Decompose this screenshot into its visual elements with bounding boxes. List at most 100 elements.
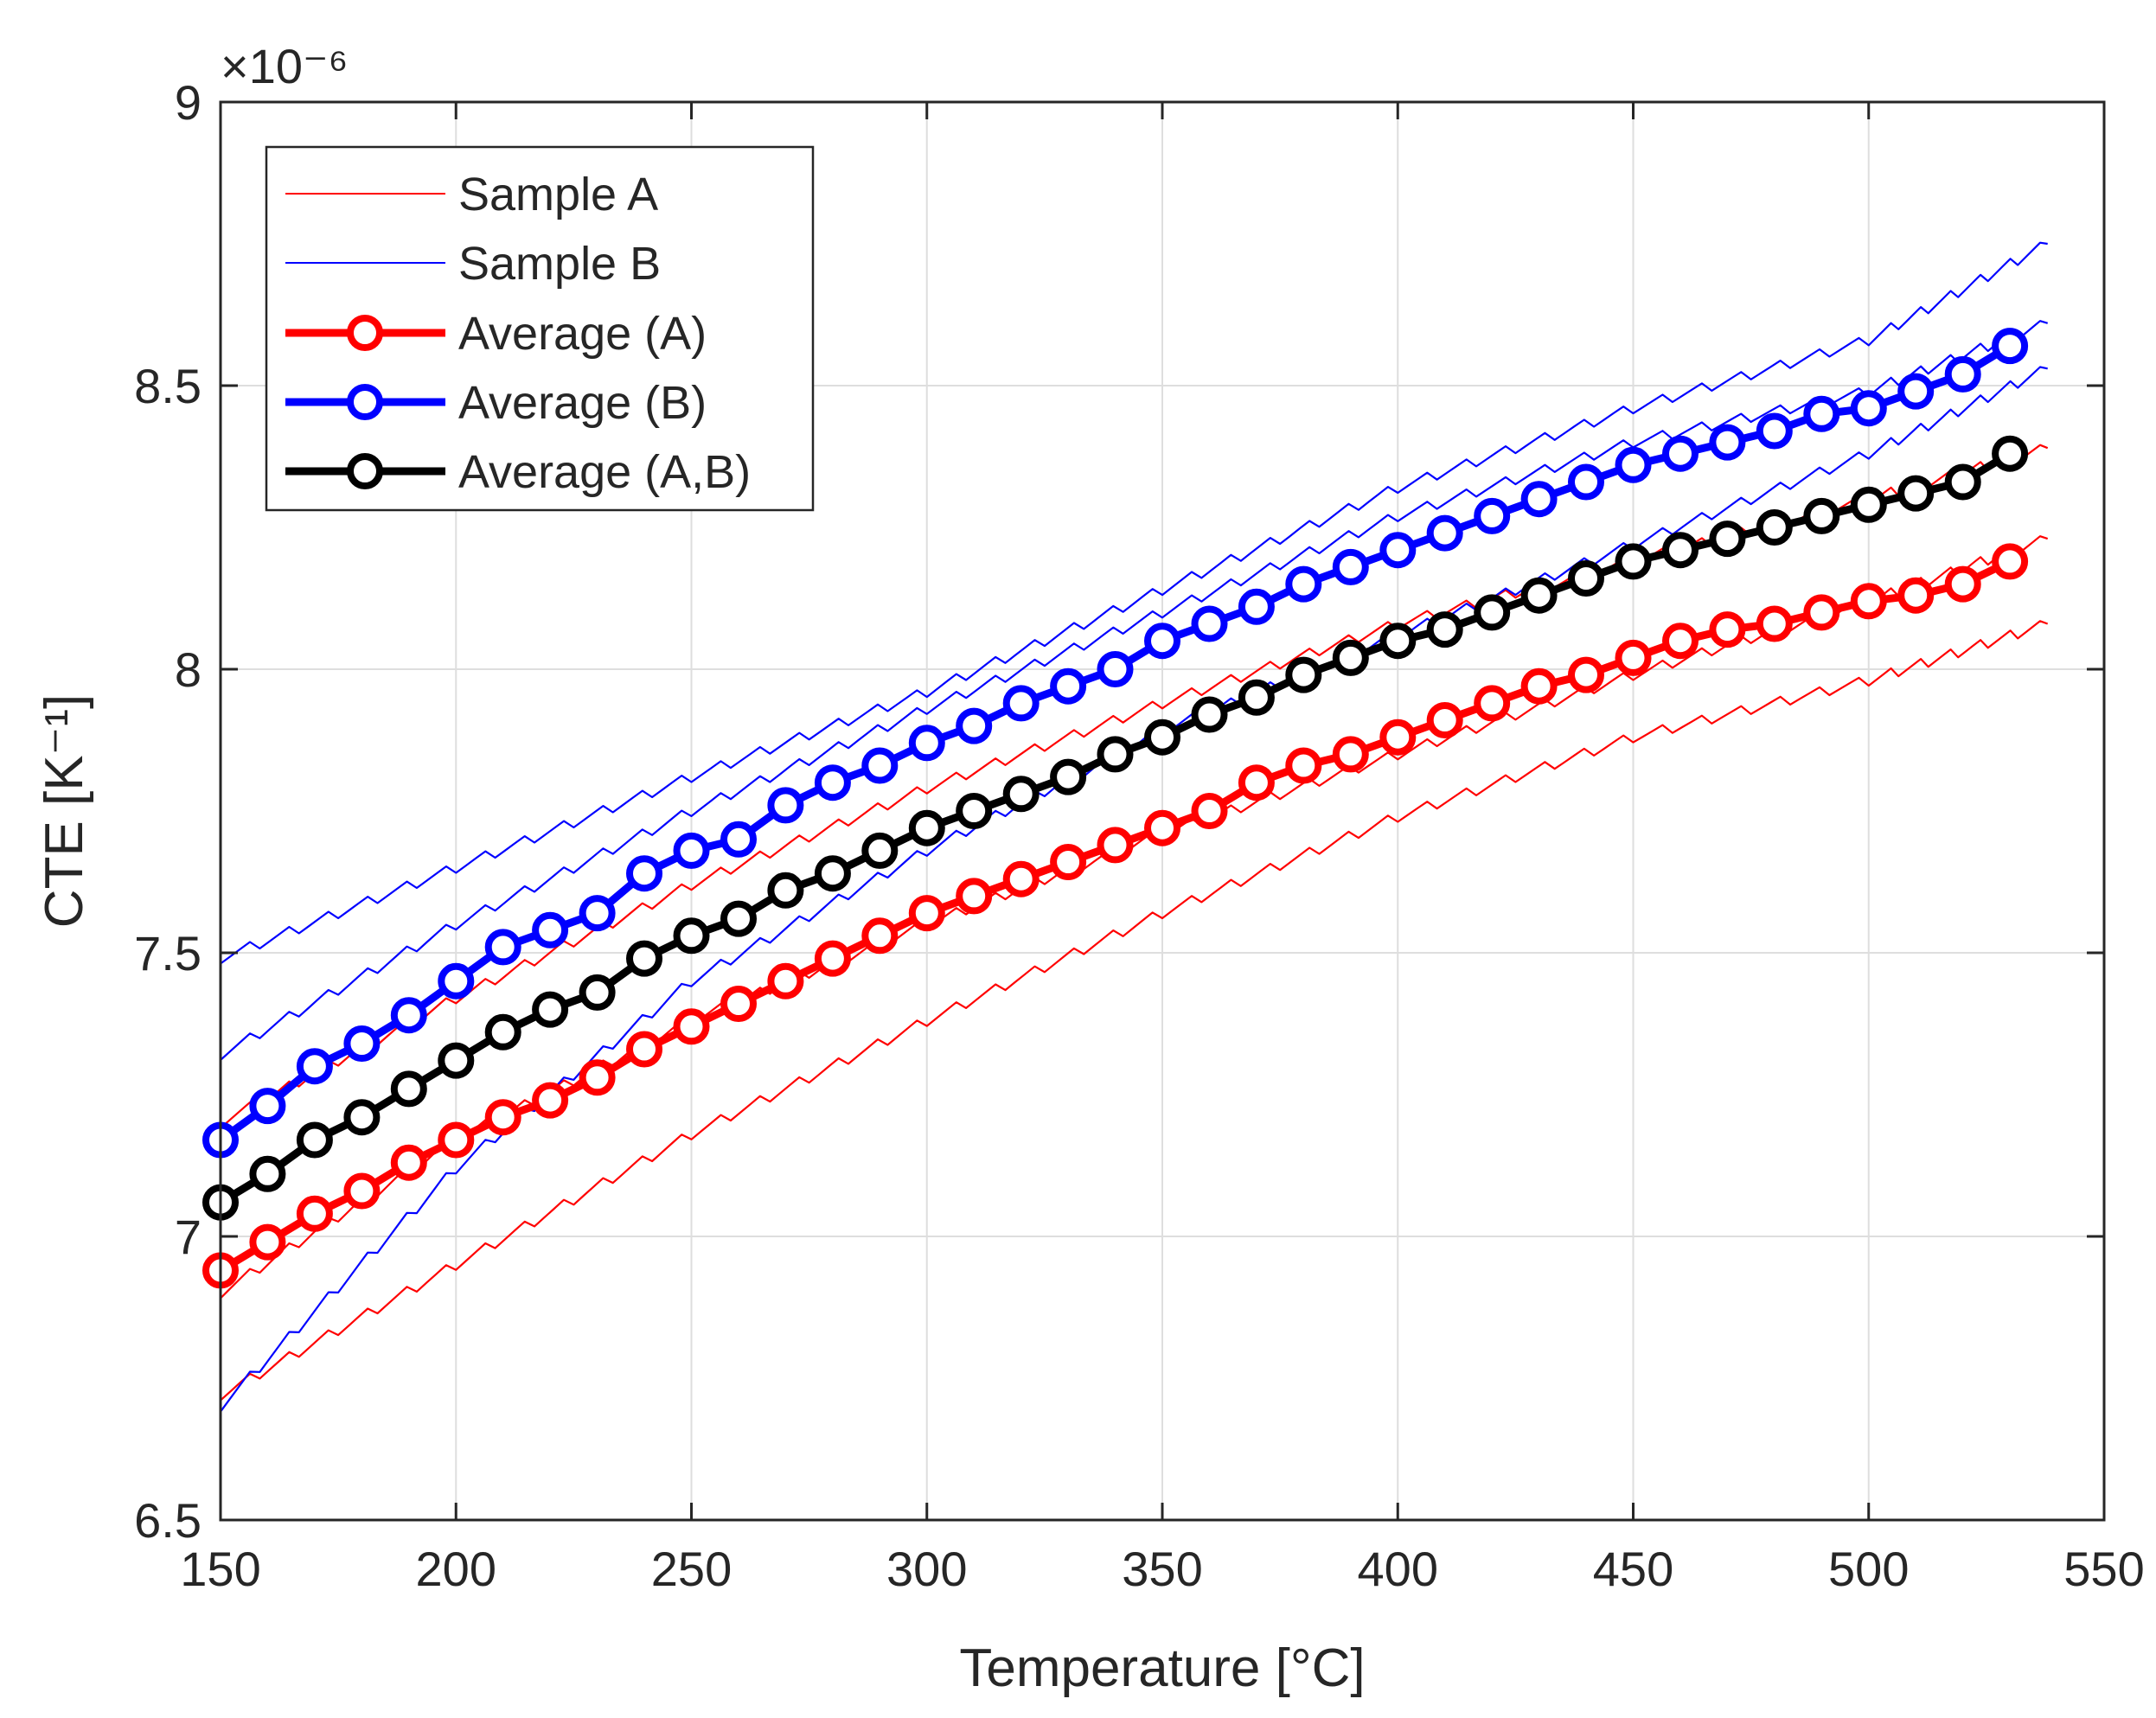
average-b-point [1662, 435, 1699, 472]
average-a-b-point [814, 855, 851, 892]
average-b-point [1474, 497, 1511, 534]
average-a-point [1756, 605, 1793, 642]
average-b-point [1944, 355, 1981, 393]
average-b-point [1191, 605, 1228, 642]
legend-entry-average-b: Average (B) [285, 377, 707, 429]
average-a-point [1803, 594, 1840, 631]
average-a-point [861, 917, 899, 955]
legend-label-average-ab: Average (A,B) [458, 446, 751, 498]
series-layer [202, 241, 2049, 1413]
average-a-b-point [1850, 486, 1887, 523]
average-b-point [1615, 446, 1652, 483]
average-a-b-point [861, 832, 899, 869]
average-a-point [390, 1144, 427, 1181]
average-b-point [1238, 588, 1275, 625]
average-b-point [767, 787, 804, 824]
average-a-point [1050, 844, 1087, 880]
average-a-b-point [249, 1155, 286, 1192]
average-b-point [1426, 514, 1463, 552]
x-tick-label: 350 [1122, 1542, 1202, 1596]
sample-b-curve-2 [220, 320, 2049, 1061]
average-a-b-point [1756, 509, 1793, 546]
average-a-b-point [1520, 577, 1558, 614]
average-b-point [908, 725, 945, 762]
average-b-point [1709, 424, 1746, 461]
y-axis-label: CTE [K⁻¹] [35, 694, 94, 928]
average-a-point [673, 1008, 710, 1045]
average-a-b-point [1615, 543, 1652, 580]
average-b-point [296, 1048, 333, 1085]
average-a-point [1709, 611, 1746, 648]
legend-label-sample-b: Sample B [458, 238, 661, 290]
x-tick-label: 550 [2063, 1542, 2144, 1596]
average-a-point [438, 1121, 475, 1159]
legend-label-sample-a: Sample A [458, 169, 658, 220]
average-b-point [1379, 532, 1417, 569]
average-b-point [1002, 685, 1040, 722]
average-b-point [1332, 548, 1369, 585]
average-b-point [532, 911, 569, 948]
average-a-point [1426, 702, 1463, 738]
average-b-point [390, 997, 427, 1034]
x-tick-label: 400 [1358, 1542, 1438, 1596]
average-a-b-point [1097, 736, 1134, 773]
average-b-point [438, 962, 475, 1000]
average-a-b-point [1944, 463, 1981, 501]
sample-a-curve-3 [220, 620, 2049, 1402]
average-a-point [1238, 764, 1275, 802]
legend-marker-average-ab [347, 453, 383, 489]
average-b-point [1992, 328, 2029, 365]
average-a-b-point [1332, 639, 1369, 676]
y-tick-label: 9 [175, 75, 202, 130]
average-a-b-point [343, 1099, 381, 1136]
y-tick-label: 8 [175, 642, 202, 697]
x-tick-label: 200 [416, 1542, 496, 1596]
y-axis-exponent: ×10⁻⁶ [221, 39, 349, 93]
average-a-point [1332, 736, 1369, 773]
tick-labels: 150 200 250 300 350 400 450 500 550 6.5 7 7.5 8 8.5 9 [134, 75, 2145, 1596]
grid-lines [221, 102, 2104, 1520]
legend: Sample A Sample B Average (A) Average (B… [265, 145, 815, 512]
average-a-point [1002, 860, 1040, 897]
average-a-point [956, 878, 993, 915]
average-a-b-point [1992, 435, 2029, 472]
average-a-point [1662, 623, 1699, 660]
average-a-b-point [720, 900, 757, 937]
legend-entry-average-ab: Average (A,B) [285, 446, 751, 498]
average-a-b-point [1803, 497, 1840, 534]
y-tick-label: 8.5 [134, 359, 202, 413]
average-b-point [1520, 481, 1558, 518]
average-b-point [1568, 463, 1604, 501]
average-a-b-point [1285, 656, 1322, 693]
average-a-point [1379, 718, 1417, 756]
y-tick-label: 7 [175, 1210, 202, 1264]
average-a-point [343, 1172, 381, 1210]
average-b-point [1897, 373, 1935, 410]
average-a-b-point [956, 793, 993, 829]
average-a-b-point [1474, 594, 1511, 631]
average-b-point [956, 707, 993, 744]
average-a-point [532, 1082, 569, 1119]
average-b-point [249, 1088, 286, 1125]
axis-ticks [219, 100, 2106, 1522]
average-b-series [202, 328, 2029, 1159]
average-b-point [1756, 412, 1793, 450]
average-a-b-point [1379, 623, 1417, 660]
legend-entry-average-a: Average (A) [285, 308, 707, 360]
average-a-b-point [296, 1121, 333, 1159]
average-a-point [767, 962, 804, 1000]
average-a-b-point [1568, 560, 1604, 597]
average-a-point [1191, 793, 1228, 829]
x-tick-label: 450 [1593, 1542, 1673, 1596]
average-a-b-point [579, 974, 616, 1011]
average-a-point [1520, 667, 1558, 705]
x-tick-label: 250 [651, 1542, 732, 1596]
average-a-point [484, 1099, 521, 1136]
average-a-b-point [532, 991, 569, 1028]
average-a-b-point [1238, 679, 1275, 716]
average-a-point [1850, 583, 1887, 620]
average-a-point [1944, 565, 1981, 603]
average-b-point [484, 929, 521, 966]
average-b-point [673, 832, 710, 869]
